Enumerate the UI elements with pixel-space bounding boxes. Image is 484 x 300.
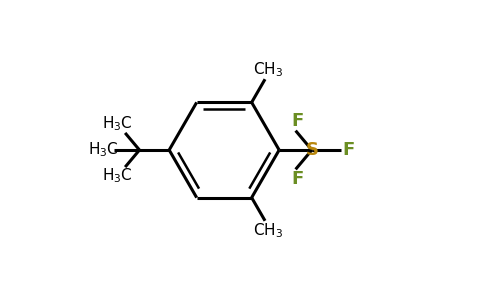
Text: H$_3$C: H$_3$C: [102, 167, 133, 185]
Text: S: S: [305, 141, 318, 159]
Text: CH$_3$: CH$_3$: [253, 221, 283, 240]
Text: H$_3$C: H$_3$C: [89, 141, 119, 159]
Text: F: F: [291, 112, 303, 130]
Text: CH$_3$: CH$_3$: [253, 60, 283, 79]
Text: F: F: [292, 170, 304, 188]
Text: F: F: [343, 141, 355, 159]
Text: H$_3$C: H$_3$C: [102, 115, 133, 134]
